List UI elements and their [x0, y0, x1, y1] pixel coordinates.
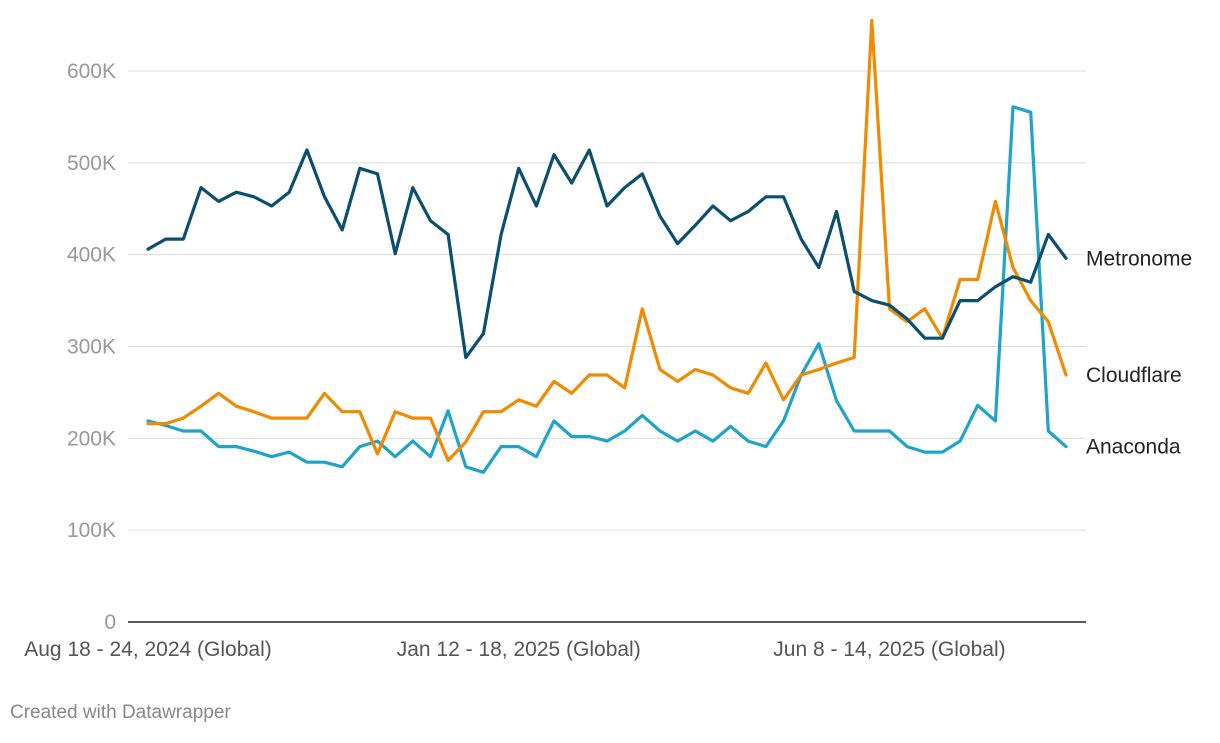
y-tick-label: 100K — [67, 519, 116, 542]
y-tick-label: 300K — [67, 336, 116, 359]
series-label-cloudflare: Cloudflare — [1086, 364, 1182, 387]
series-labels: Metronome Cloudflare Anaconda — [1086, 247, 1192, 458]
series-lines — [146, 18, 1068, 474]
y-tick-label: 600K — [67, 60, 116, 83]
y-tick-label: 500K — [67, 152, 116, 175]
series-label-metronome: Metronome — [1086, 247, 1192, 270]
series-label-anaconda: Anaconda — [1086, 436, 1181, 459]
y-axis-tick-labels: 0 100K 200K 300K 400K 500K 600K — [67, 60, 116, 634]
gridlines — [128, 70, 1086, 623]
credit-footer: Created with Datawrapper — [10, 702, 231, 723]
x-tick-label: Jan 12 - 18, 2025 (Global) — [397, 638, 641, 661]
x-axis-tick-labels: Aug 18 - 24, 2024 (Global) Jan 12 - 18, 2… — [24, 638, 1005, 661]
x-tick-label: Aug 18 - 24, 2024 (Global) — [24, 638, 272, 661]
series-line-cloudflare — [146, 18, 1068, 462]
y-tick-label: 200K — [67, 427, 116, 450]
x-tick-label: Jun 8 - 14, 2025 (Global) — [773, 638, 1005, 661]
y-tick-label: 0 — [104, 611, 116, 634]
y-tick-label: 400K — [67, 244, 116, 267]
series-line-anaconda — [146, 105, 1068, 474]
series-line-metronome — [146, 148, 1068, 360]
